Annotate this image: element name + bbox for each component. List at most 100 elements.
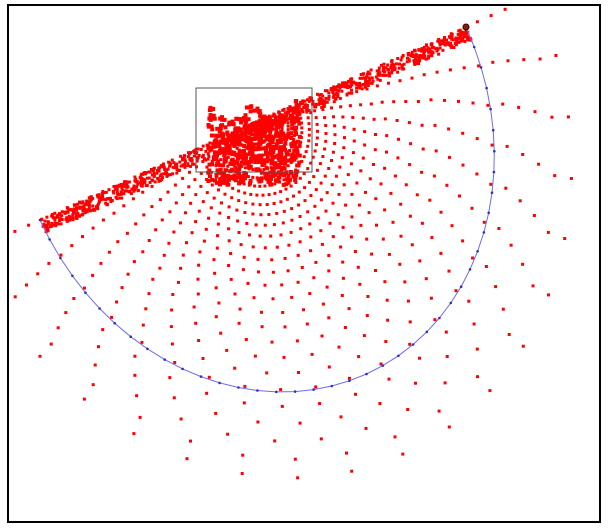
point	[393, 67, 396, 70]
point	[78, 215, 81, 218]
point	[206, 171, 210, 175]
point	[281, 405, 284, 408]
point	[420, 171, 423, 174]
point	[187, 155, 190, 158]
point	[302, 308, 305, 311]
point	[381, 101, 384, 104]
point	[245, 222, 248, 225]
point	[327, 316, 330, 319]
curve-node	[397, 355, 400, 358]
point	[94, 364, 97, 367]
point	[497, 227, 500, 230]
point	[400, 235, 403, 238]
point	[243, 211, 246, 214]
point	[312, 276, 315, 279]
point	[359, 224, 362, 227]
point	[167, 191, 170, 194]
point	[234, 117, 238, 121]
point	[72, 216, 75, 219]
point	[273, 202, 276, 205]
point	[203, 240, 206, 243]
point	[378, 402, 381, 405]
point	[217, 302, 220, 305]
point	[384, 117, 387, 120]
point	[450, 35, 453, 38]
point	[92, 208, 95, 211]
point	[184, 211, 187, 214]
point	[348, 377, 351, 380]
point	[358, 87, 361, 90]
point	[266, 203, 269, 206]
point	[323, 148, 326, 151]
point	[292, 149, 296, 153]
point	[215, 315, 218, 318]
point	[417, 48, 420, 51]
point	[534, 110, 537, 113]
point	[414, 382, 417, 385]
point	[228, 239, 231, 242]
point	[230, 278, 233, 281]
curve-node	[113, 322, 116, 325]
point	[320, 437, 323, 440]
point	[342, 277, 345, 280]
point	[254, 355, 257, 358]
point	[295, 109, 299, 113]
point	[307, 116, 310, 119]
point	[260, 311, 263, 314]
point	[430, 43, 433, 46]
point	[194, 220, 197, 223]
point	[366, 80, 369, 83]
point	[342, 226, 345, 229]
point	[96, 204, 99, 207]
point	[115, 301, 118, 304]
point	[338, 193, 341, 196]
point	[191, 162, 194, 165]
point	[412, 59, 415, 62]
curve-node	[469, 268, 472, 271]
point	[350, 92, 353, 95]
point	[476, 20, 479, 23]
point	[197, 156, 200, 159]
point	[314, 106, 317, 109]
point	[317, 217, 320, 220]
point	[396, 156, 399, 159]
point	[430, 236, 433, 239]
point	[39, 355, 42, 358]
point	[406, 408, 409, 411]
point	[219, 332, 222, 335]
point	[141, 250, 144, 253]
point	[148, 239, 151, 242]
point	[258, 134, 262, 138]
point	[423, 50, 426, 53]
point	[502, 308, 505, 311]
point	[179, 267, 182, 270]
point	[225, 349, 228, 352]
point	[171, 343, 174, 346]
point	[139, 416, 142, 419]
point	[398, 263, 401, 266]
point	[473, 323, 476, 326]
point	[83, 398, 86, 401]
point	[270, 167, 274, 171]
point	[550, 116, 553, 119]
point	[235, 209, 238, 212]
point	[491, 144, 494, 147]
point	[313, 109, 316, 112]
point	[374, 148, 377, 151]
point	[298, 154, 302, 158]
point	[274, 120, 278, 124]
point	[228, 169, 232, 173]
point	[430, 54, 433, 57]
point	[76, 203, 79, 206]
point	[175, 201, 178, 204]
point	[189, 158, 192, 161]
point	[436, 48, 439, 51]
point	[385, 74, 388, 77]
point	[455, 37, 458, 40]
point	[365, 238, 368, 241]
point	[398, 67, 401, 70]
point	[227, 216, 230, 219]
point	[228, 205, 231, 208]
point	[244, 130, 248, 134]
point	[167, 242, 170, 245]
